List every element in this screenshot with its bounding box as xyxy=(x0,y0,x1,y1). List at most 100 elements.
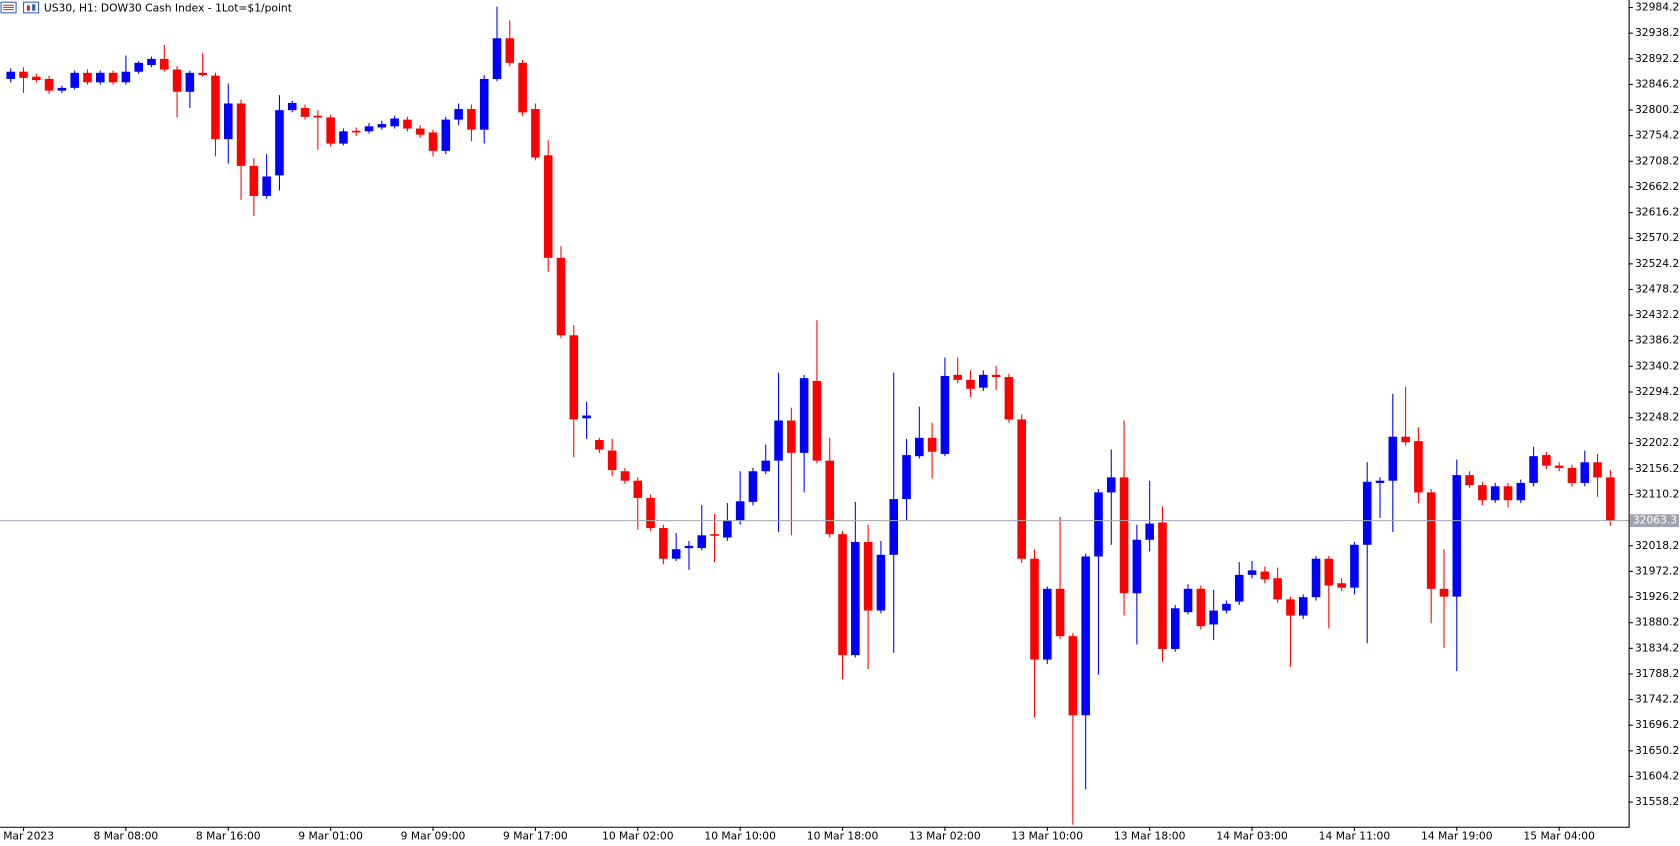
y-tick-label: 32524.2 xyxy=(1635,257,1679,270)
candle-body xyxy=(83,72,92,83)
candle-body xyxy=(723,520,732,538)
candle-body xyxy=(531,109,540,158)
candle-body xyxy=(1362,481,1372,545)
candle-body xyxy=(1593,462,1602,478)
candle-body xyxy=(159,58,169,70)
candle-body xyxy=(966,379,975,389)
y-tick-label: 32616.2 xyxy=(1635,206,1679,219)
candle-body xyxy=(1426,492,1436,589)
candle-body xyxy=(121,71,131,83)
icon-bar xyxy=(26,5,30,11)
candle-body xyxy=(1068,636,1078,716)
candle-body xyxy=(57,87,67,91)
candle-body xyxy=(659,528,668,559)
candle-body xyxy=(1247,570,1257,575)
candle-body xyxy=(454,109,463,120)
y-tick-label: 31834.2 xyxy=(1635,641,1679,654)
candle-body xyxy=(902,455,911,500)
candle-body xyxy=(1017,419,1026,559)
candle-body xyxy=(953,374,962,380)
y-tick-label: 32386.2 xyxy=(1635,334,1679,347)
candle-body xyxy=(70,72,79,88)
candle-body xyxy=(684,545,694,549)
candle-body xyxy=(1414,441,1423,493)
y-tick-label: 31788.2 xyxy=(1635,667,1679,680)
y-tick-label: 31880.2 xyxy=(1635,616,1679,629)
candle-body xyxy=(262,176,271,196)
candle-body xyxy=(377,124,387,128)
candle-body xyxy=(787,420,796,453)
candle-body xyxy=(915,437,924,457)
candle-body xyxy=(851,541,860,656)
candle-body xyxy=(236,103,246,166)
candle-body xyxy=(940,375,950,454)
x-tick-label: 8 Mar 16:00 xyxy=(196,829,261,842)
candle-body xyxy=(1503,486,1513,501)
candle-body xyxy=(1286,599,1295,616)
candle-body xyxy=(1209,610,1218,625)
candle-body xyxy=(1196,588,1206,627)
x-tick-label: 8 Mar 08:00 xyxy=(94,829,159,842)
y-tick-label: 32570.2 xyxy=(1635,231,1679,244)
y-tick-label: 32800.2 xyxy=(1635,103,1679,116)
candle-body xyxy=(313,115,323,118)
candle-body xyxy=(1222,603,1231,611)
candle-body xyxy=(1145,523,1154,540)
y-tick-label: 32432.2 xyxy=(1635,308,1679,321)
candle-body xyxy=(147,58,156,66)
candle-body xyxy=(735,501,745,521)
candle-body xyxy=(697,535,707,549)
x-tick-label: 14 Mar 03:00 xyxy=(1216,829,1288,842)
candle-body xyxy=(479,78,489,130)
candle-body xyxy=(1119,477,1129,594)
candle-body xyxy=(1375,480,1385,483)
candle-body xyxy=(492,38,502,79)
candle-body xyxy=(415,128,425,135)
candle-body xyxy=(1542,455,1551,466)
candle-body xyxy=(1234,574,1244,602)
candle-body xyxy=(543,155,553,258)
candle-body xyxy=(1554,465,1564,468)
candle-body xyxy=(1401,436,1410,443)
candle-body xyxy=(748,471,758,502)
candle-body xyxy=(1580,462,1590,483)
candle-body xyxy=(518,62,527,113)
icon-chart xyxy=(23,1,40,14)
x-tick-label: 14 Mar 11:00 xyxy=(1319,829,1391,842)
y-tick-label: 32754.2 xyxy=(1635,129,1679,142)
candle-body xyxy=(863,541,873,611)
candle-body xyxy=(1452,475,1462,597)
candle-body xyxy=(172,69,182,92)
candle-body xyxy=(108,72,118,83)
x-tick-label: 13 Mar 18:00 xyxy=(1114,829,1186,842)
y-tick-label: 32202.2 xyxy=(1635,436,1679,449)
icon-bar xyxy=(32,4,36,11)
candle-body xyxy=(1350,544,1359,588)
candle-body xyxy=(1439,588,1449,597)
x-tick-label: 9 Mar 09:00 xyxy=(401,829,466,842)
candle-body xyxy=(428,132,438,151)
y-tick-label: 32340.2 xyxy=(1635,359,1679,372)
candle-body xyxy=(351,130,361,133)
candle-body xyxy=(761,460,771,472)
current-price-box xyxy=(1629,514,1679,528)
candle-body xyxy=(211,75,220,140)
chart-title: US30, H1: DOW30 Cash Index - 1Lot=$1/poi… xyxy=(44,2,292,15)
candle-body xyxy=(1478,485,1487,501)
x-tick-label: 15 Mar 04:00 xyxy=(1523,829,1595,842)
candle-body xyxy=(620,471,630,481)
y-tick-label: 31696.2 xyxy=(1635,718,1679,731)
y-tick-label: 32156.2 xyxy=(1635,462,1679,475)
candle-body xyxy=(1324,558,1334,586)
candle-body xyxy=(1273,578,1282,600)
candle-body xyxy=(249,165,259,196)
candle-body xyxy=(6,71,15,79)
candle-body xyxy=(927,437,937,452)
x-tick-label: 10 Mar 18:00 xyxy=(807,829,879,842)
y-tick-label: 32846.2 xyxy=(1635,77,1679,90)
x-tick-label: 9 Mar 17:00 xyxy=(503,829,568,842)
candle-body xyxy=(876,554,886,611)
candle-body xyxy=(198,72,207,76)
x-tick-label: 14 Mar 19:00 xyxy=(1421,829,1493,842)
